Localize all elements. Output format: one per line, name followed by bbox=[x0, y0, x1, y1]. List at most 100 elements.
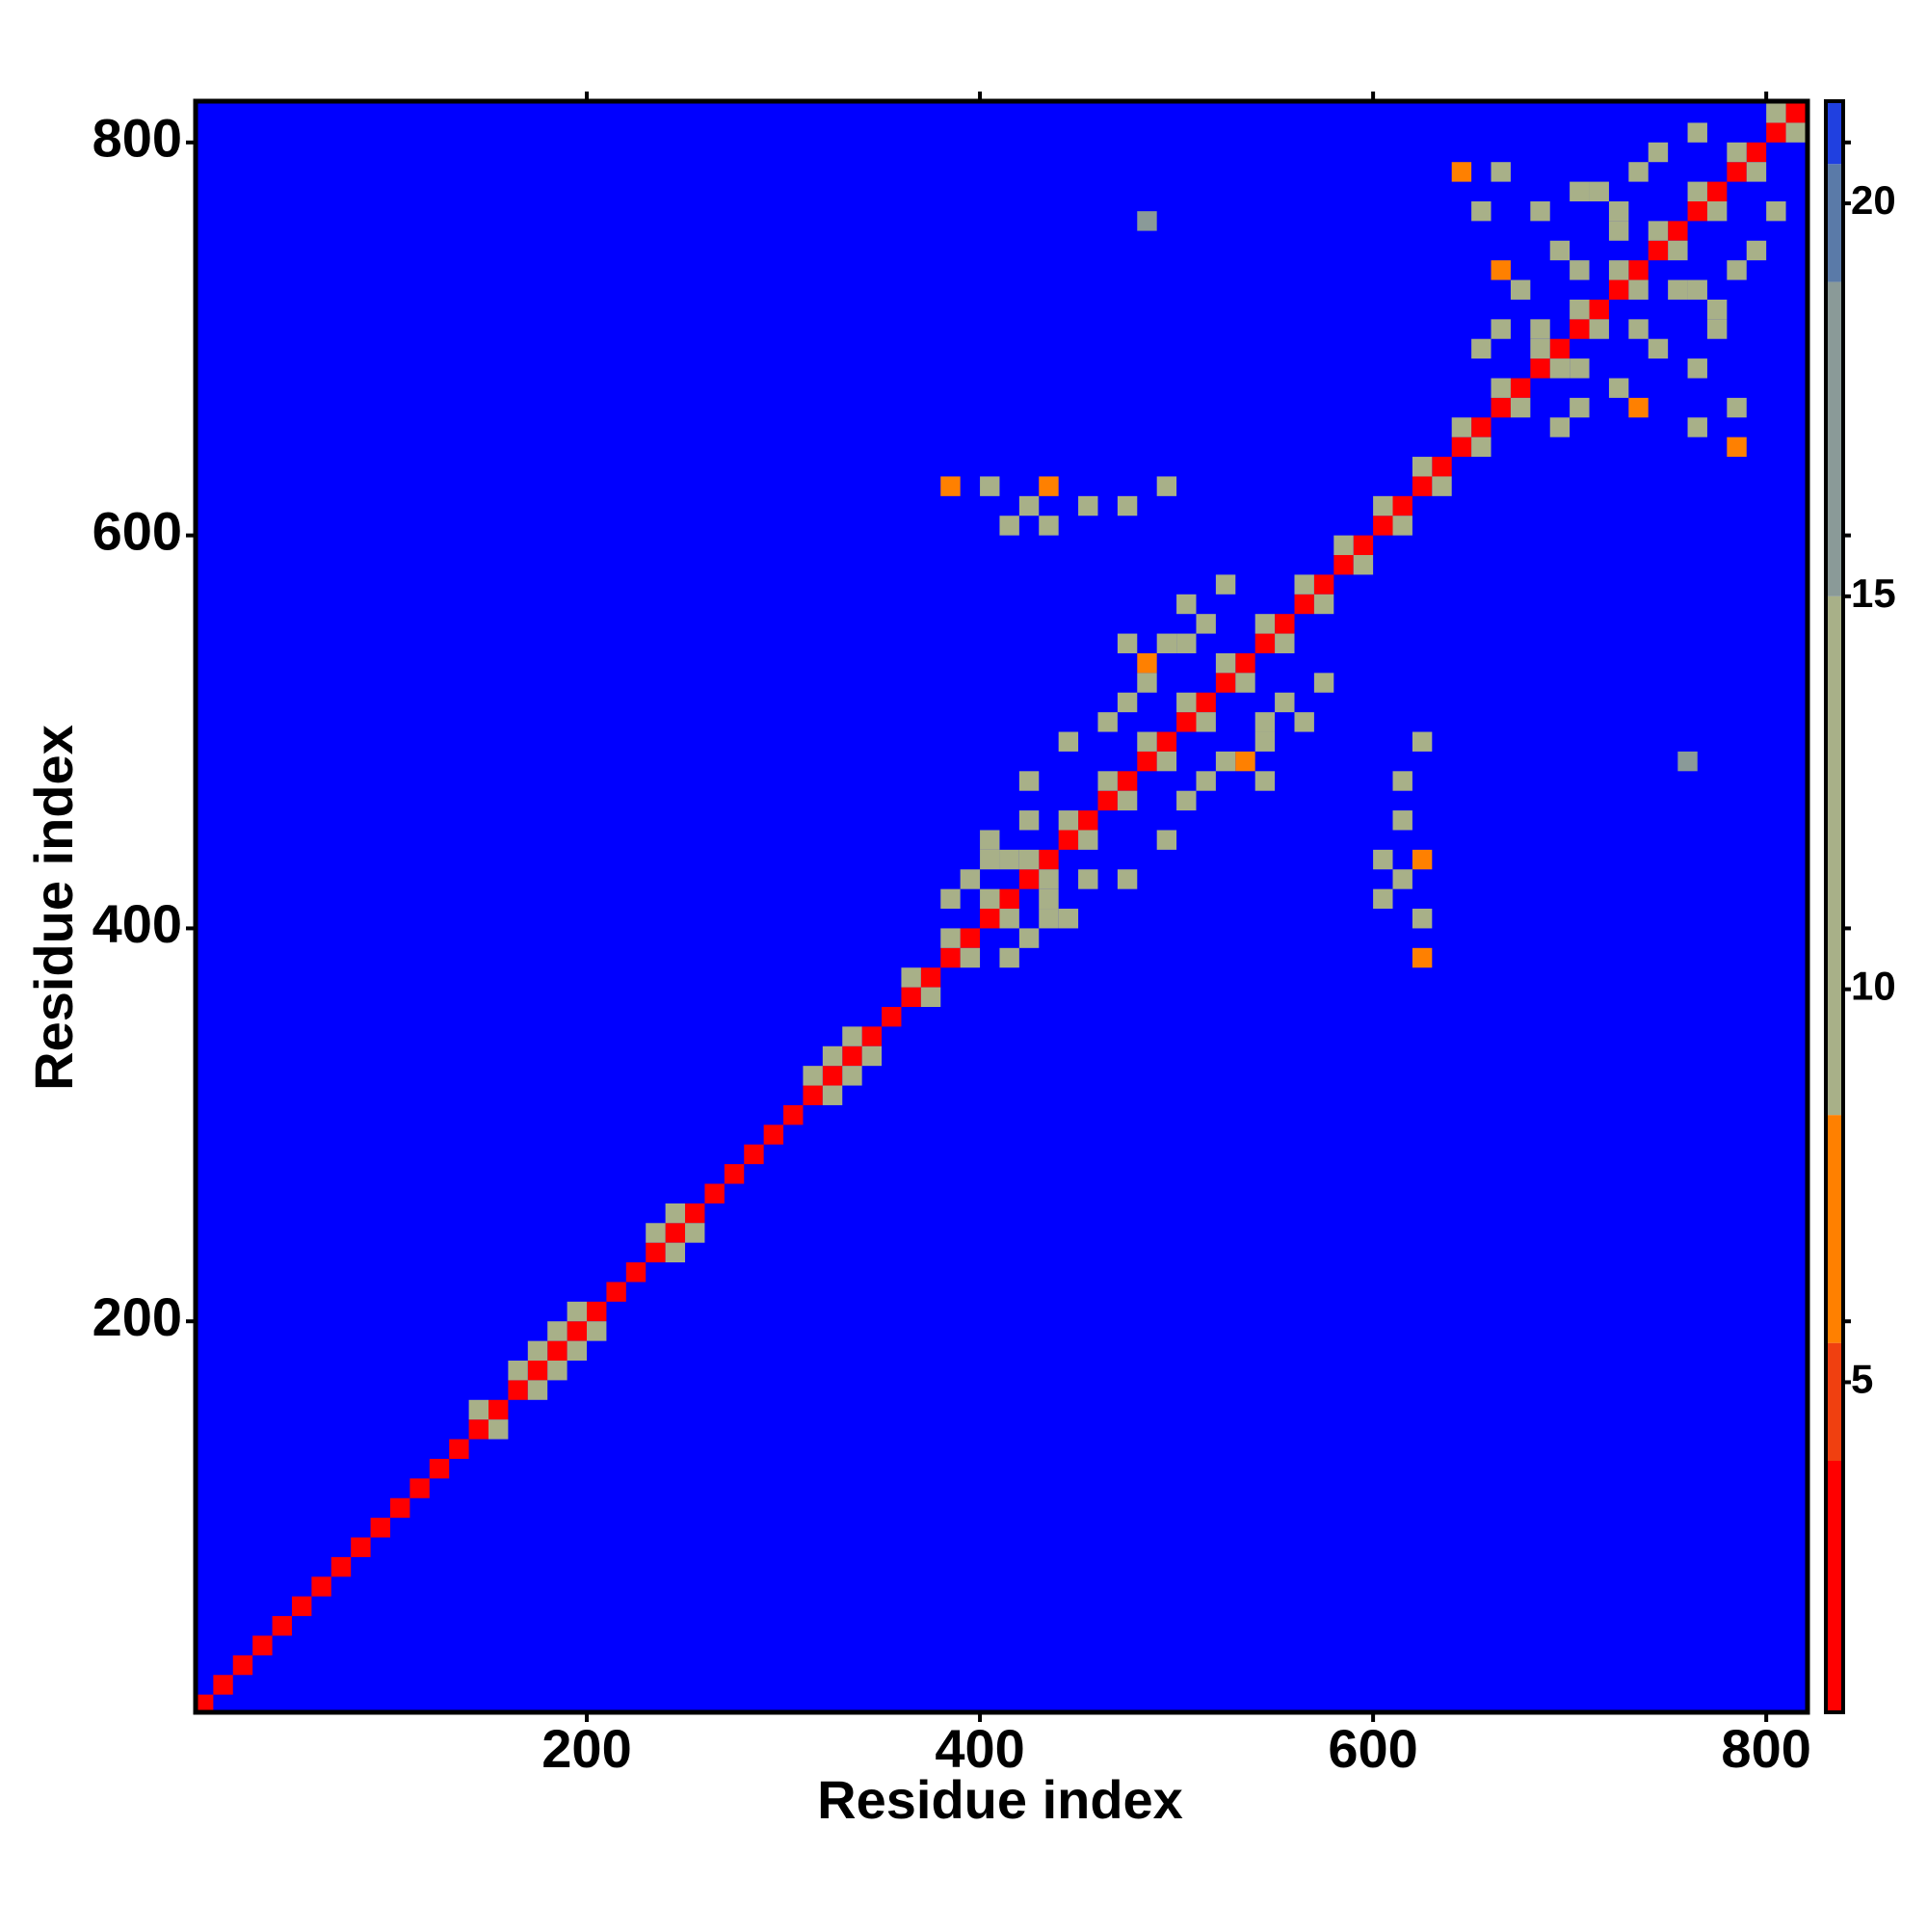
heatmap-cell bbox=[1530, 319, 1550, 339]
heatmap-cell bbox=[1156, 751, 1177, 772]
heatmap-cell bbox=[822, 1045, 843, 1067]
heatmap-cell bbox=[763, 1125, 784, 1145]
heatmap-cell bbox=[685, 1203, 705, 1224]
heatmap-cell bbox=[1117, 495, 1138, 516]
heatmap-cell bbox=[842, 1066, 862, 1086]
colorbar-tick-label: 5 bbox=[1851, 1357, 1873, 1402]
heatmap-cell bbox=[1373, 516, 1393, 536]
y-axis-title: Residue index bbox=[23, 725, 84, 1091]
heatmap-cell bbox=[1727, 162, 1747, 182]
heatmap-cell bbox=[1235, 673, 1255, 693]
heatmap-cell bbox=[547, 1340, 568, 1362]
heatmap-cell bbox=[1235, 652, 1255, 674]
y-tick-label: 200 bbox=[92, 1286, 182, 1347]
heatmap-cell bbox=[1176, 790, 1197, 811]
colorbar-tick-label: 20 bbox=[1851, 177, 1896, 223]
heatmap-cell bbox=[1549, 240, 1571, 261]
heatmap-cell bbox=[999, 947, 1019, 968]
heatmap-cell bbox=[1530, 358, 1550, 379]
heatmap-cell bbox=[646, 1242, 666, 1263]
heatmap-cell bbox=[1628, 260, 1649, 280]
heatmap-cell bbox=[1097, 790, 1118, 811]
heatmap-cell bbox=[1412, 731, 1433, 752]
plot-frame bbox=[193, 98, 1810, 1715]
heatmap-cell bbox=[1215, 673, 1236, 693]
heatmap-cell bbox=[1392, 771, 1412, 791]
x-axis-title: Residue index bbox=[817, 1769, 1183, 1830]
heatmap-cell bbox=[1549, 358, 1571, 379]
heatmap-cell bbox=[1137, 731, 1157, 752]
heatmap-cell bbox=[1275, 633, 1295, 653]
heatmap-cell bbox=[999, 849, 1019, 870]
heatmap-cell bbox=[1677, 751, 1698, 772]
heatmap-cell bbox=[665, 1242, 686, 1263]
heatmap-cell bbox=[1549, 417, 1571, 437]
heatmap-cell bbox=[1628, 279, 1649, 300]
heatmap-cell bbox=[1687, 122, 1707, 143]
heatmap-cell bbox=[1156, 731, 1177, 752]
heatmap-cell bbox=[1039, 869, 1059, 889]
heatmap-cell bbox=[1156, 633, 1177, 653]
heatmap-cell bbox=[1570, 319, 1590, 339]
x-tick-label: 600 bbox=[1328, 1718, 1417, 1779]
heatmap-cell bbox=[1746, 142, 1767, 163]
heatmap-cell bbox=[547, 1321, 568, 1341]
heatmap-cell bbox=[1589, 319, 1609, 339]
heatmap-cell bbox=[704, 1183, 725, 1204]
heatmap-cell bbox=[1510, 397, 1531, 418]
heatmap-cell bbox=[1215, 652, 1236, 674]
heatmap-cell bbox=[783, 1104, 804, 1125]
colorbar-segment bbox=[1826, 1461, 1843, 1712]
heatmap-cell bbox=[1176, 712, 1197, 732]
heatmap-cell bbox=[1471, 437, 1491, 458]
heatmap-cell bbox=[1176, 594, 1197, 615]
heatmap-cell bbox=[1156, 830, 1177, 850]
heatmap-cell bbox=[1313, 673, 1334, 693]
heatmap-cell bbox=[1117, 790, 1138, 811]
heatmap-cell bbox=[1117, 869, 1138, 889]
heatmap-cell bbox=[920, 967, 941, 988]
heatmap-cell bbox=[1432, 476, 1452, 496]
heatmap-cell bbox=[1039, 476, 1059, 496]
heatmap-cell bbox=[1727, 260, 1747, 280]
heatmap-cell bbox=[1727, 142, 1747, 163]
heatmap-cell bbox=[1039, 909, 1059, 929]
heatmap-cell bbox=[1333, 555, 1354, 575]
heatmap-cell bbox=[1530, 338, 1550, 359]
x-tick-label: 800 bbox=[1721, 1718, 1810, 1779]
heatmap-cell bbox=[1628, 162, 1649, 182]
y-tick-label: 400 bbox=[92, 893, 182, 954]
heatmap-cell bbox=[1294, 594, 1314, 615]
heatmap-cell bbox=[1058, 909, 1079, 929]
heatmap-cell bbox=[468, 1399, 488, 1420]
heatmap-cell bbox=[1412, 849, 1433, 870]
heatmap-cell bbox=[861, 1026, 883, 1046]
heatmap-cell bbox=[1392, 810, 1412, 831]
heatmap-cell bbox=[1373, 888, 1393, 910]
colorbar-segment bbox=[1826, 164, 1843, 282]
heatmap-cell bbox=[1687, 200, 1707, 222]
heatmap-cell bbox=[1491, 162, 1511, 182]
heatmap-cell bbox=[1451, 437, 1472, 458]
heatmap-cell bbox=[744, 1144, 764, 1165]
heatmap-cell bbox=[1451, 417, 1472, 437]
heatmap-cell bbox=[1215, 751, 1236, 772]
heatmap-cell bbox=[527, 1361, 548, 1381]
heatmap-cell bbox=[1510, 279, 1531, 300]
heatmap-cell bbox=[1196, 692, 1216, 713]
heatmap-cell bbox=[1549, 338, 1571, 359]
heatmap-cell bbox=[901, 987, 921, 1007]
heatmap-cell bbox=[1412, 909, 1433, 929]
heatmap-cell bbox=[527, 1380, 548, 1400]
heatmap-cell bbox=[940, 476, 961, 496]
heatmap-cell bbox=[1608, 260, 1629, 280]
heatmap-cell bbox=[389, 1497, 410, 1519]
heatmap-cell bbox=[567, 1321, 588, 1341]
heatmap-cell bbox=[1766, 122, 1786, 143]
heatmap-cell bbox=[822, 1066, 843, 1086]
heatmap-cell bbox=[1392, 869, 1412, 889]
heatmap-cell bbox=[1117, 692, 1138, 713]
heatmap-cell bbox=[1039, 516, 1059, 536]
heatmap-cell bbox=[1530, 200, 1550, 222]
